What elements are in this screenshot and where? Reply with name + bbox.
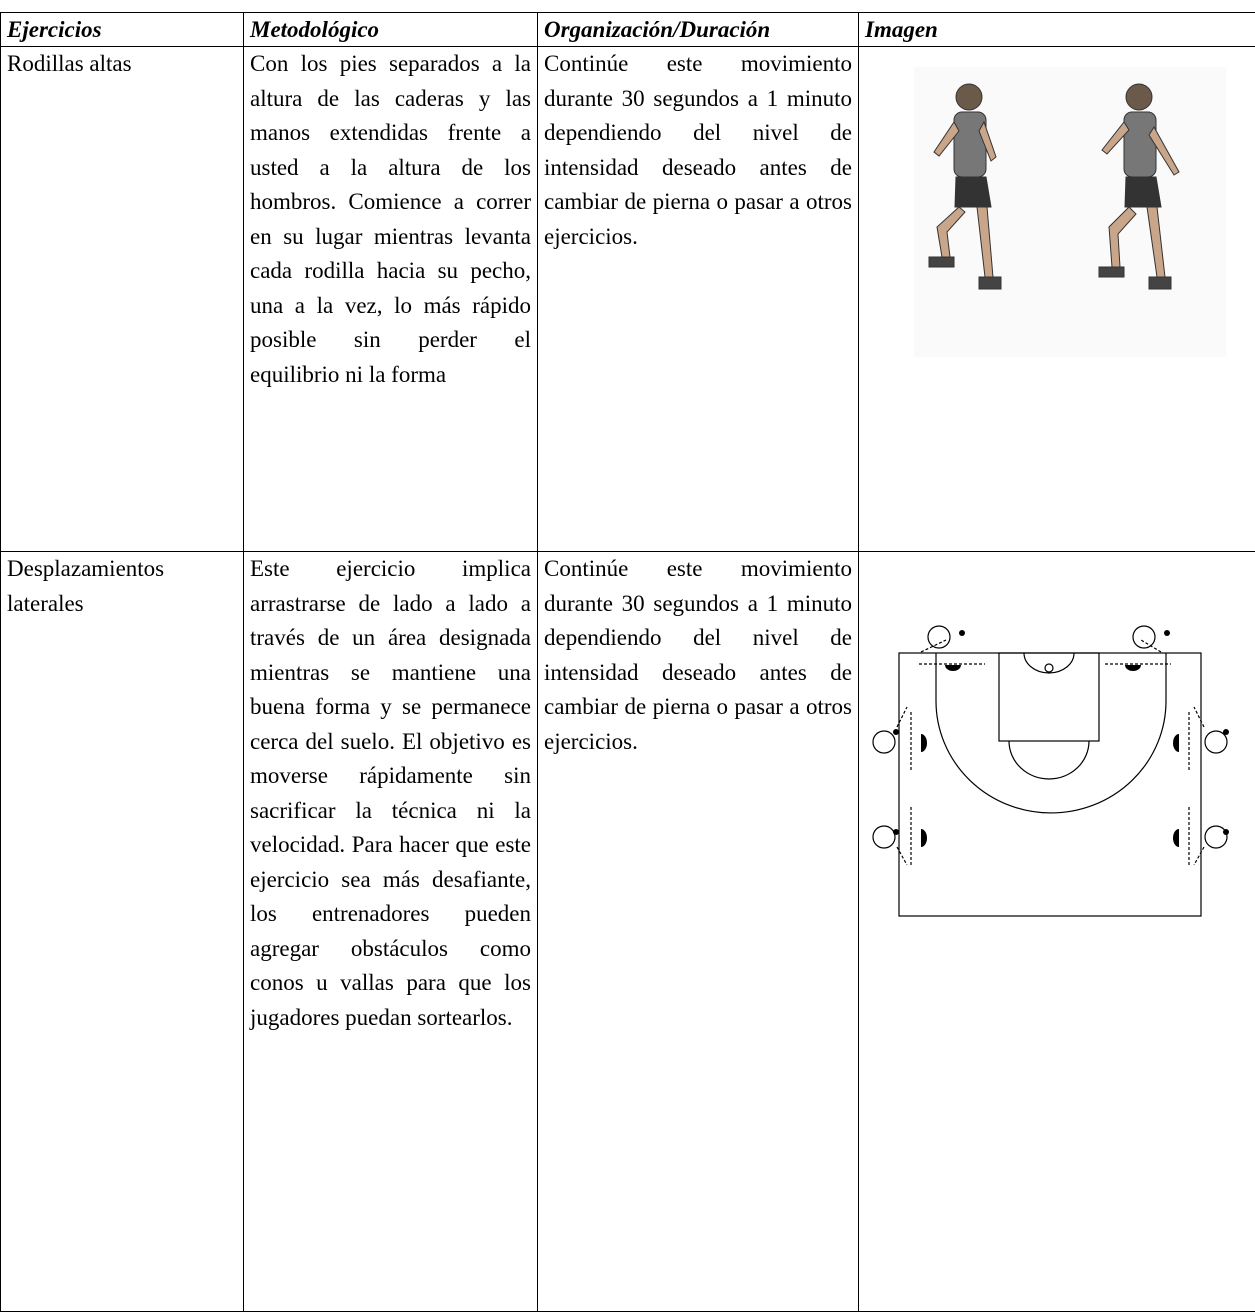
header-cell: Organización/Duración <box>538 13 859 47</box>
movement-arrows <box>897 640 1204 867</box>
header-cell: Metodológico <box>244 13 538 47</box>
image-cell <box>859 47 1255 552</box>
exercise-name: Rodillas altas <box>1 47 244 552</box>
organization-text: Continúe este movimiento durante 30 segu… <box>538 47 859 552</box>
method-text: Con los pies separados a la altura de la… <box>244 47 538 552</box>
header-cell: Ejercicios <box>1 13 244 47</box>
player-markers <box>873 626 1229 848</box>
method-text: Este ejercicio implica arrastrarse de la… <box>244 552 538 1312</box>
exercise-name: Desplazamientos laterales <box>1 552 244 1312</box>
table-row: Rodillas altas Con los pies separados a … <box>1 47 1255 552</box>
high-knees-image <box>859 47 1255 552</box>
header-cell: Imagen <box>859 13 1255 47</box>
court-diagram <box>859 552 1255 952</box>
exercise-table: Ejercicios Metodológico Organización/Dur… <box>0 12 1255 1312</box>
image-cell <box>859 552 1255 1312</box>
table-row: Desplazamientos laterales Este ejercicio… <box>1 552 1255 1312</box>
organization-text: Continúe este movimiento durante 30 segu… <box>538 552 859 1312</box>
header-row: Ejercicios Metodológico Organización/Dur… <box>1 13 1255 47</box>
